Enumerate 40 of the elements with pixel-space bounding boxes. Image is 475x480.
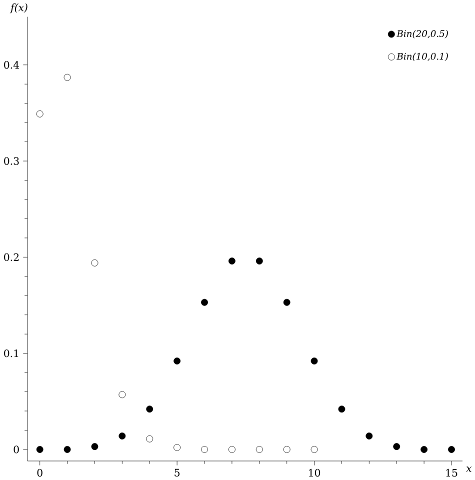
point [228,258,236,264]
point [36,110,44,118]
point [36,446,44,453]
point [393,443,400,450]
point [310,358,318,364]
point [146,406,153,413]
point [366,432,373,440]
point [174,444,180,451]
x-tick-label: 15 [446,468,458,477]
point [310,446,318,453]
x-axis-title: x [466,466,472,472]
point [174,358,180,364]
y-tick-label: 0.1 [4,349,18,358]
y-tick-label: 0.2 [4,253,18,262]
point [420,446,428,453]
point [283,446,290,453]
legend-label: Bin(10,0.1) [396,52,448,62]
x-tick-label: 10 [308,468,320,477]
x-tick-label: 0 [37,468,42,477]
point [200,298,208,306]
y-tick-label: 0.3 [4,157,19,165]
point [64,446,71,453]
point [118,432,126,440]
point [228,446,236,453]
point [283,298,290,306]
point [118,391,126,398]
y-tick-label: 0 [14,446,19,454]
point [91,443,98,450]
y-tick-label: 0.4 [4,61,19,69]
point [146,435,153,442]
point [91,259,98,266]
point [256,258,263,264]
y-axis-title: f(x) [10,3,28,14]
point [448,446,455,453]
point [256,446,263,453]
point [338,406,346,413]
legend-label: Bin(20,0.5) [396,30,448,38]
x-tick-label: 5 [174,468,180,476]
point [64,74,71,81]
point [200,446,208,453]
